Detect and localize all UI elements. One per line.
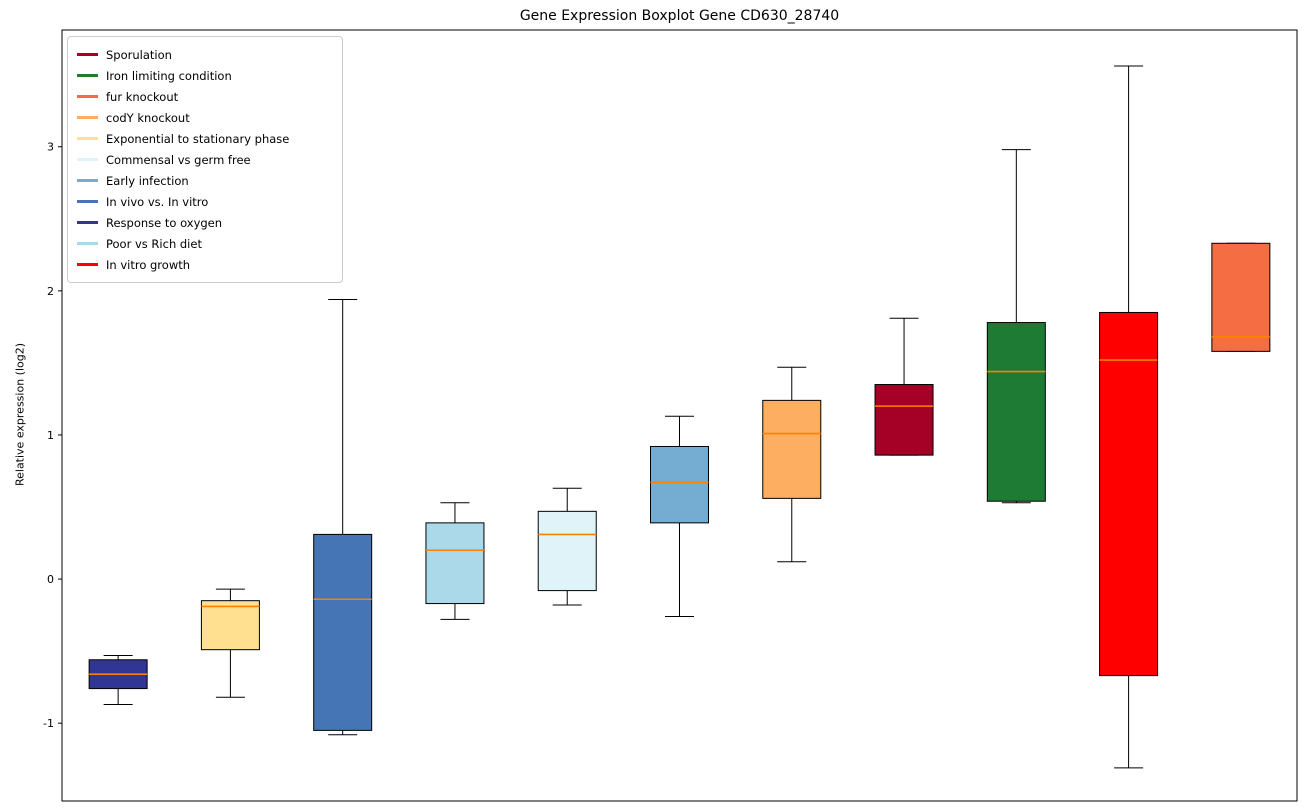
box-exponential-to-stationary-phase: [200, 588, 260, 698]
legend-label: Response to oxygen: [106, 215, 223, 230]
y-tick-label: 1: [47, 429, 54, 442]
legend: Sporulation Iron limiting condition fur kn…: [67, 36, 343, 283]
legend-swatch-icon: [77, 158, 98, 161]
y-tick-label: 3: [47, 141, 54, 154]
legend-item: Poor vs Rich diet: [77, 233, 332, 254]
legend-swatch-icon: [77, 95, 98, 98]
box-early-infection: [650, 415, 709, 618]
legend-swatch-icon: [77, 53, 98, 56]
legend-swatch-icon: [77, 179, 98, 182]
axes-frame: [61, 29, 1298, 802]
legend-label: Iron limiting condition: [106, 68, 232, 83]
legend-item: In vivo vs. In vitro: [77, 191, 332, 212]
box-fur-knockout: [1211, 242, 1271, 352]
box-sporulation: [874, 317, 934, 456]
legend-label: Sporulation: [106, 47, 172, 62]
legend-swatch-icon: [77, 74, 98, 77]
box-poor-vs-rich-diet: [425, 502, 485, 620]
box-rect: [313, 533, 373, 731]
box-rect: [1099, 311, 1159, 677]
legend-label: In vivo vs. In vitro: [106, 194, 209, 209]
box-commensal-vs-germ-free: [537, 487, 597, 606]
legend-swatch-icon: [77, 263, 98, 266]
legend-label: Poor vs Rich diet: [106, 236, 202, 251]
y-tick-label: 0: [47, 573, 54, 586]
legend-swatch-icon: [77, 242, 98, 245]
legend-item: Response to oxygen: [77, 212, 332, 233]
legend-label: Early infection: [106, 173, 189, 188]
legend-label: fur knockout: [106, 89, 179, 104]
chart-title: Gene Expression Boxplot Gene CD630_28740: [519, 8, 840, 24]
box-rect: [200, 600, 260, 651]
legend-item: fur knockout: [77, 86, 332, 107]
legend-swatch-icon: [77, 137, 98, 140]
box-rect: [986, 322, 1046, 502]
box-rect: [650, 445, 709, 524]
legend-swatch-icon: [77, 221, 98, 224]
box-rect: [874, 384, 934, 456]
y-tick-label: -1: [43, 717, 54, 730]
box-response-to-oxygen: [88, 654, 148, 705]
legend-item: Sporulation: [77, 44, 332, 65]
legend-item: codY knockout: [77, 107, 332, 128]
box-in-vitro-growth: [1099, 65, 1159, 769]
box-cody-knockout: [762, 366, 822, 563]
legend-item: Exponential to stationary phase: [77, 128, 332, 149]
legend-item: Commensal vs germ free: [77, 149, 332, 170]
box-rect: [762, 399, 822, 499]
legend-swatch-icon: [77, 200, 98, 203]
legend-item: Early infection: [77, 170, 332, 191]
legend-label: Commensal vs germ free: [106, 152, 251, 167]
box-rect: [1211, 242, 1271, 352]
box-rect: [425, 522, 485, 605]
legend-label: codY knockout: [106, 110, 190, 125]
legend-swatch-icon: [77, 116, 98, 119]
box-in-vivo-vs-in-vitro: [313, 298, 373, 736]
legend-item: Iron limiting condition: [77, 65, 332, 86]
box-iron-limiting-condition: [986, 149, 1046, 504]
legend-item: In vitro growth: [77, 254, 332, 275]
legend-label: Exponential to stationary phase: [106, 131, 290, 146]
y-tick-label: 2: [47, 285, 54, 298]
box-rect: [537, 510, 597, 592]
legend-label: In vitro growth: [106, 257, 191, 272]
